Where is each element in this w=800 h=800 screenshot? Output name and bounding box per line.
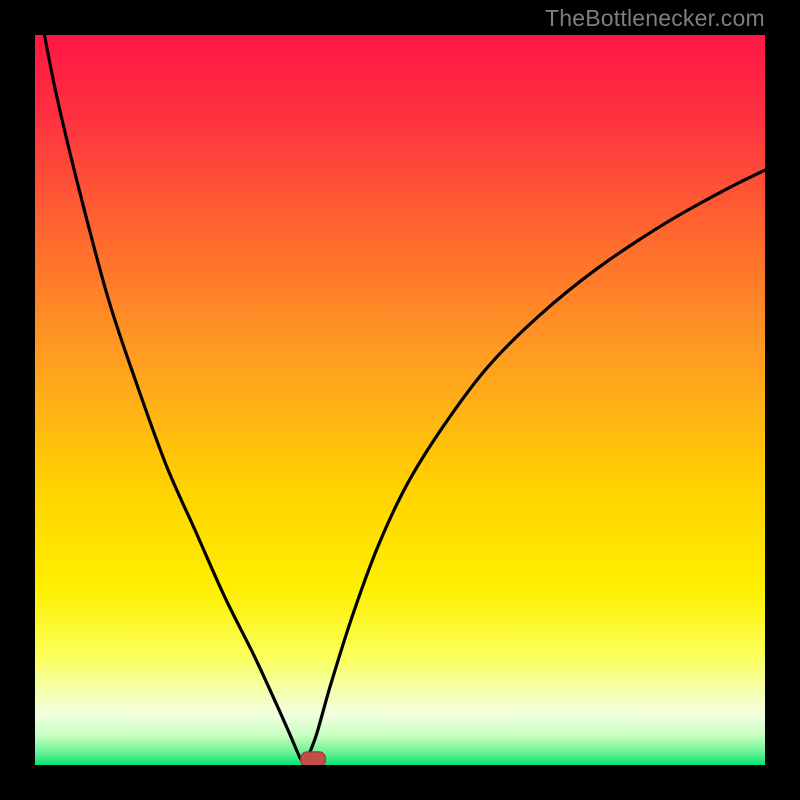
bottleneck-marker xyxy=(301,752,326,765)
gradient-background xyxy=(35,35,765,765)
watermark-text: TheBottlenecker.com xyxy=(545,5,765,32)
frame-border-right xyxy=(765,0,800,800)
stage: TheBottlenecker.com xyxy=(0,0,800,800)
frame-border-left xyxy=(0,0,35,800)
chart-svg xyxy=(35,35,765,765)
frame-border-bottom xyxy=(0,765,800,800)
